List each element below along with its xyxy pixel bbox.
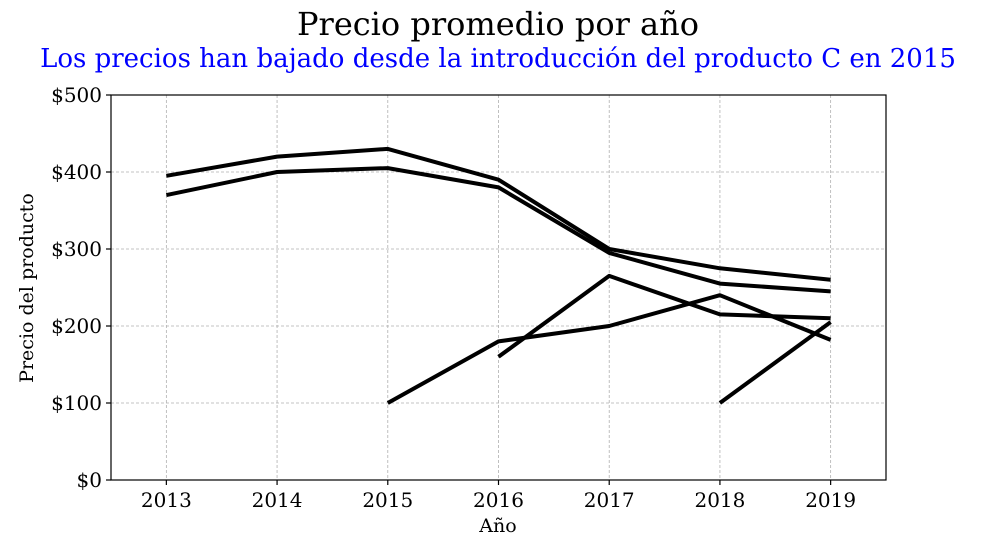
y-tick-label: $100 xyxy=(51,391,102,415)
y-tick-label: $200 xyxy=(51,314,102,338)
series-line-1 xyxy=(166,146,831,282)
series-line-4 xyxy=(497,273,831,359)
x-tick-label: 2016 xyxy=(473,488,524,512)
x-axis-label: Año xyxy=(478,515,516,537)
y-axis-label: Precio del producto xyxy=(16,193,38,383)
y-tick-label: $0 xyxy=(77,468,102,492)
chart-subtitle: Los precios han bajado desde la introduc… xyxy=(40,44,956,74)
chart-title: Precio promedio por año xyxy=(297,5,699,43)
y-tick-label: $300 xyxy=(51,237,102,261)
x-tick-label: 2018 xyxy=(694,488,745,512)
axis-ticks: 2013 2014 2015 2016 2017 2018 2019 $0 $100 $200 $3… xyxy=(51,83,856,512)
x-tick-label: 2019 xyxy=(805,488,856,512)
series-line-3 xyxy=(386,293,832,405)
x-tick-label: 2014 xyxy=(252,488,303,512)
x-tick-label: 2013 xyxy=(141,488,192,512)
y-tick-label: $400 xyxy=(51,160,102,184)
series-line-5 xyxy=(718,320,832,405)
series-lines xyxy=(165,146,832,405)
series-line-2 xyxy=(165,166,831,294)
y-tick-label: $500 xyxy=(51,83,102,107)
x-tick-label: 2015 xyxy=(362,488,413,512)
x-tick-label: 2017 xyxy=(584,488,635,512)
